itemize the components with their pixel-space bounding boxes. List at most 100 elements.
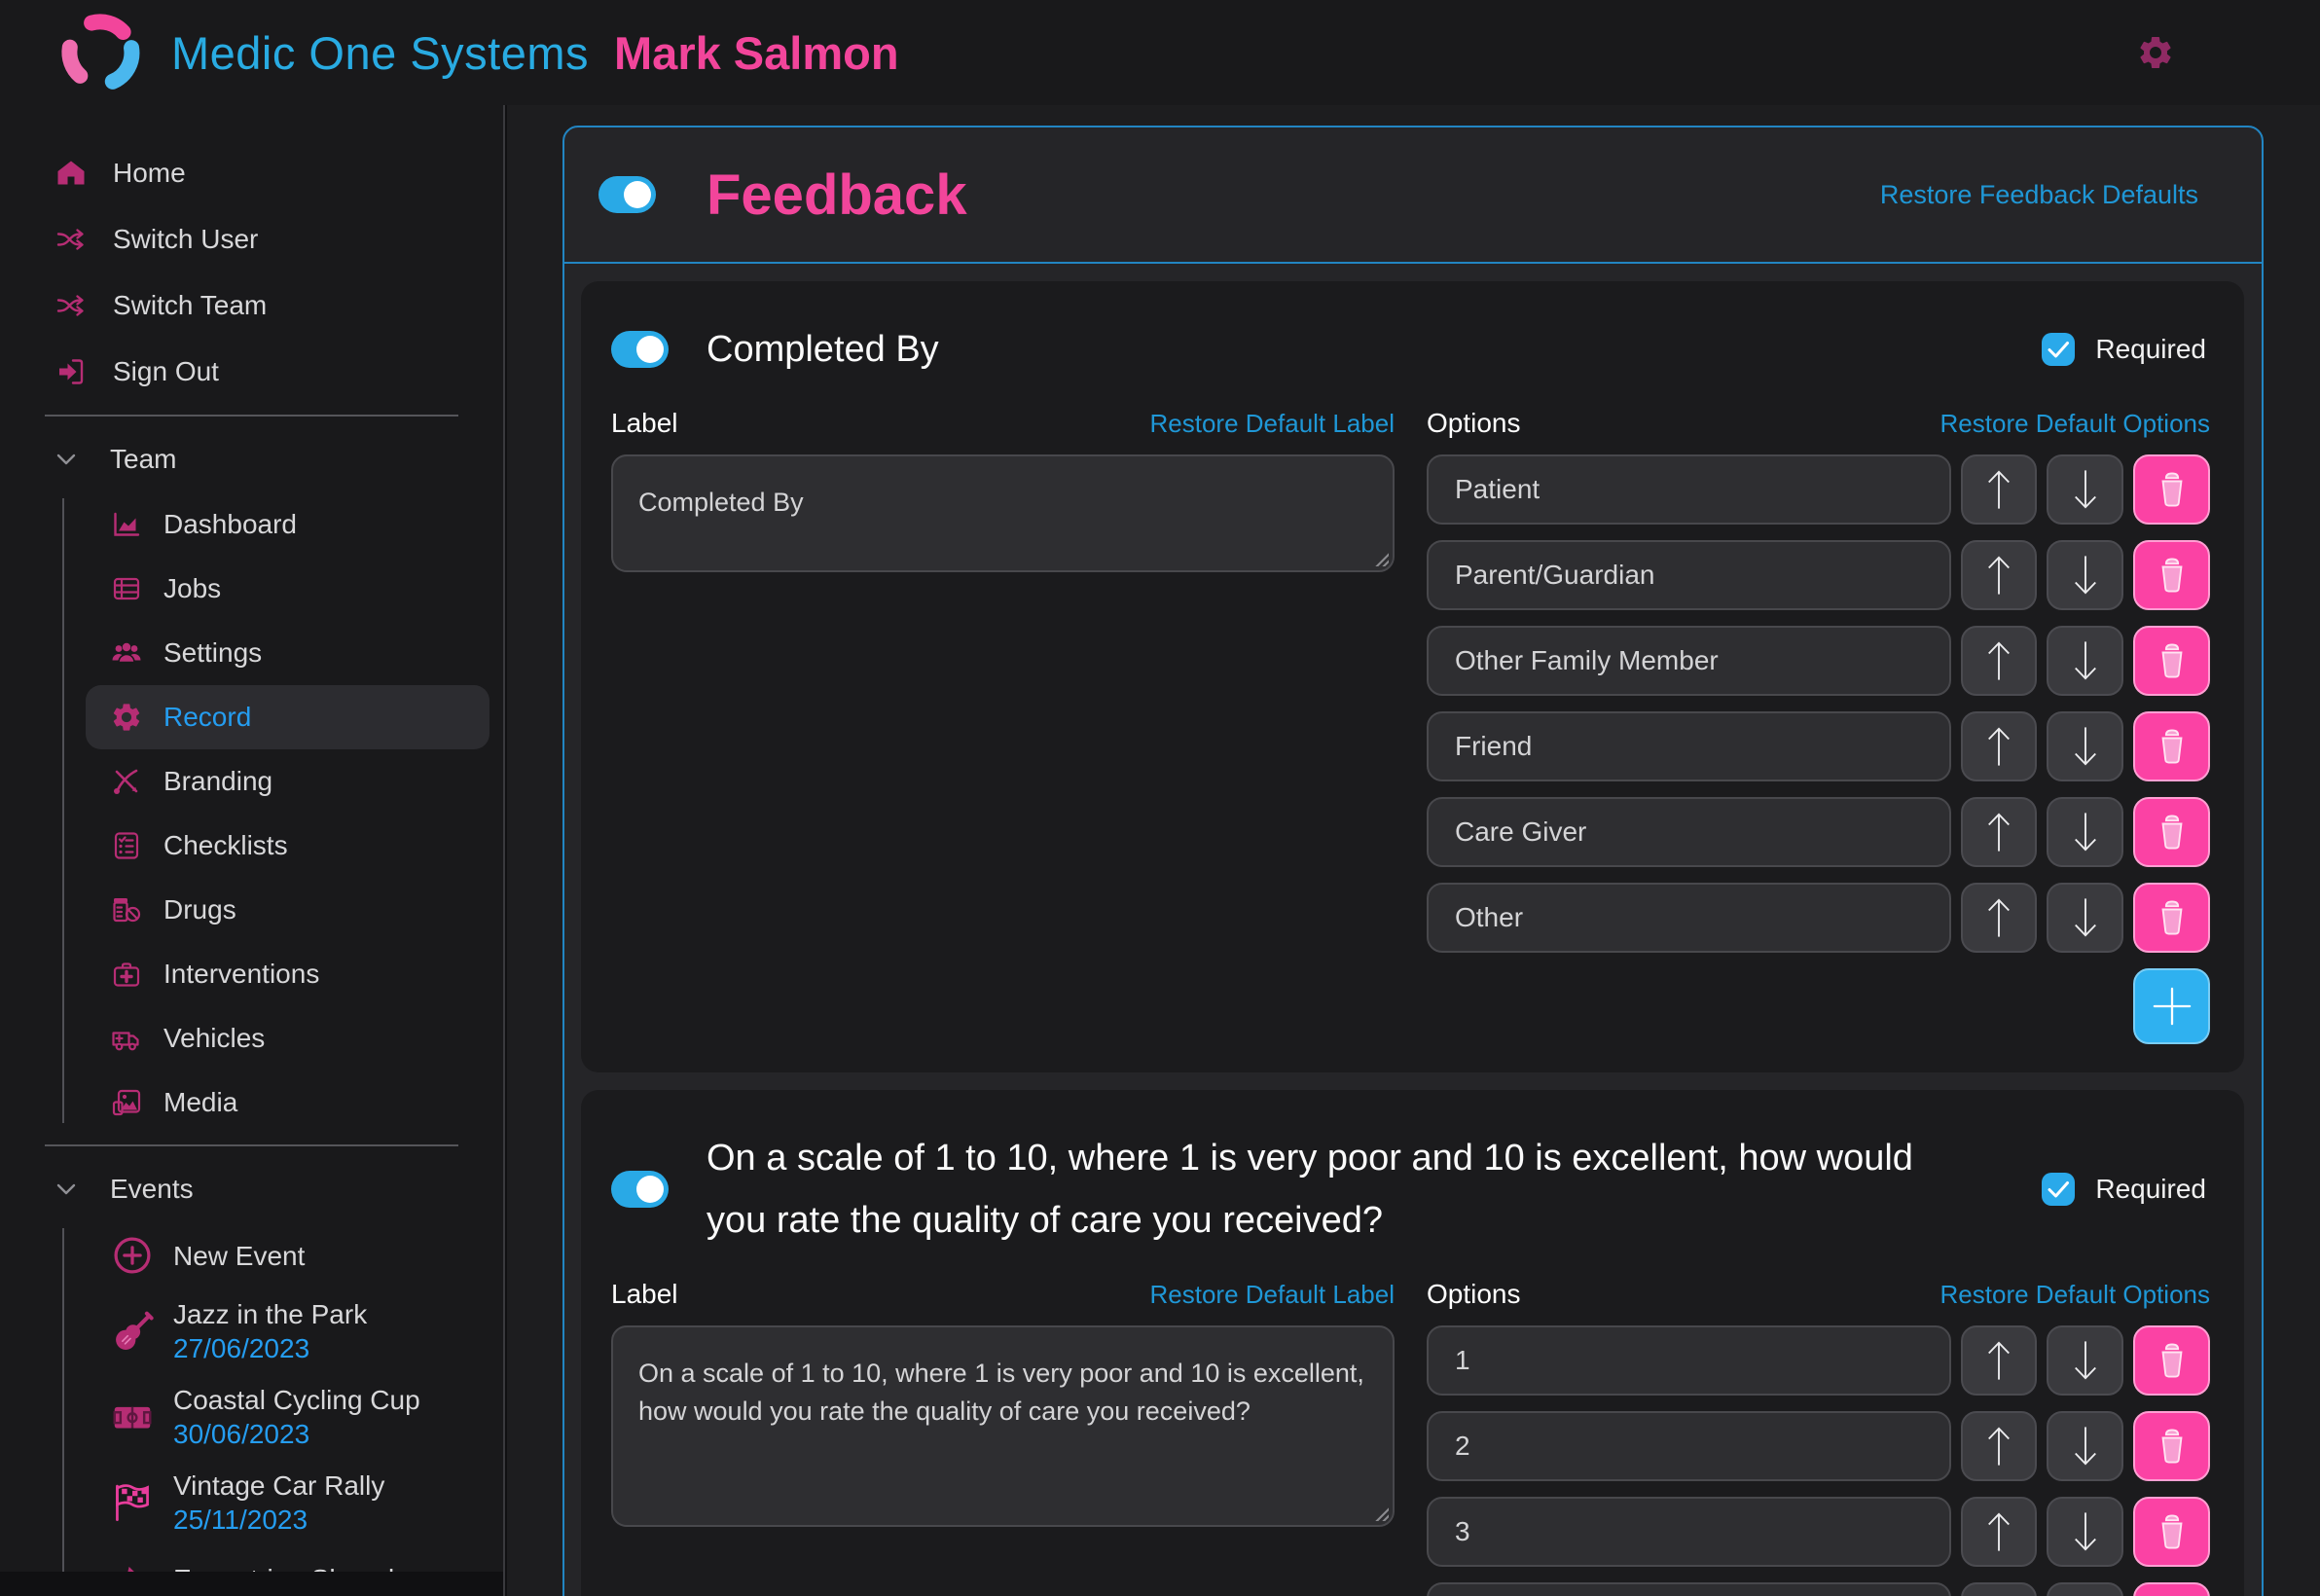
move-option-up-button[interactable] [1960,540,2038,610]
label-heading: Label [611,408,678,438]
option-input[interactable]: Care Giver [1427,797,1951,867]
sidebar-item[interactable]: Sign Out [0,339,503,405]
restore-feedback-defaults-link[interactable]: Restore Feedback Defaults [1879,179,2198,209]
option-row: Patient [1427,454,2210,525]
delete-option-button[interactable] [2133,1497,2210,1567]
sidebar-event-item[interactable]: Coastal Cycling Cup 30/06/2023 [86,1374,503,1460]
required-label: Required [2095,1174,2206,1204]
label-column: Label Restore Default Label On a scale o… [611,1279,1395,1596]
sidebar-subitem[interactable]: Media [86,1070,489,1135]
restore-default-options-link[interactable]: Restore Default Options [1939,409,2210,438]
add-option-row [1427,968,2210,1044]
move-option-down-button[interactable] [2047,540,2124,610]
question-title: On a scale of 1 to 10, where 1 is very p… [707,1138,1913,1241]
current-user-name: Mark Salmon [614,26,899,79]
option-input[interactable] [1427,1582,1951,1596]
question-card-completed-by: Completed By Required Label Restore Defa… [581,281,2244,1072]
delete-option-button[interactable] [2133,1582,2210,1596]
restore-default-label-link[interactable]: Restore Default Label [1149,1280,1395,1309]
sidebar-subitem[interactable]: Settings [86,621,489,685]
delete-option-button[interactable] [2133,797,2210,867]
sidebar-event-item[interactable]: Jazz in the Park 27/06/2023 [86,1288,503,1374]
sidebar-subitem[interactable]: Branding [86,749,489,814]
label-textarea[interactable]: Completed By [611,454,1395,572]
option-row: Care Giver [1427,797,2210,867]
option-row [1427,1582,2210,1596]
option-input[interactable]: Other Family Member [1427,626,1951,696]
delete-option-button[interactable] [2133,1411,2210,1481]
required-checkbox[interactable] [2042,1173,2076,1206]
required-label: Required [2095,334,2206,364]
page-title: Feedback [707,163,967,227]
sidebar-item[interactable]: Home [0,140,503,206]
feedback-toggle[interactable] [598,176,656,213]
move-option-up-button[interactable] [1960,1582,2038,1596]
question-toggle[interactable] [611,331,669,368]
event-date: 30/06/2023 [173,1419,310,1449]
sidebar-subitem[interactable]: Dashboard [86,492,489,557]
sidebar-subitem[interactable]: Drugs [86,878,489,942]
move-option-down-button[interactable] [2047,1325,2124,1396]
option-input[interactable]: 2 [1427,1411,1951,1481]
move-option-up-button[interactable] [1960,1325,2038,1396]
delete-option-button[interactable] [2133,711,2210,781]
settings-gear-icon[interactable] [2136,33,2175,72]
option-input[interactable]: Parent/Guardian [1427,540,1951,610]
sidebar-subitem[interactable]: Record [86,685,489,749]
restore-default-options-link[interactable]: Restore Default Options [1939,1280,2210,1309]
ambulance-icon [110,1022,143,1055]
sidebar-subitem[interactable]: Jobs [86,557,489,621]
sidebar-event-item[interactable]: Vintage Car Rally 25/11/2023 [86,1460,503,1545]
move-option-up-button[interactable] [1960,1411,2038,1481]
required-checkbox[interactable] [2042,333,2076,366]
sidebar-item[interactable]: Switch User [0,206,503,272]
sidebar-group-team[interactable]: Team [0,426,503,492]
restore-default-label-link[interactable]: Restore Default Label [1149,409,1395,438]
add-option-button[interactable] [2133,968,2210,1044]
question-card-rating: On a scale of 1 to 10, where 1 is very p… [581,1090,2244,1596]
question-toggle[interactable] [611,1171,669,1208]
events-subitem-list: New Event Jazz in the Park 27/06/2023 [0,1222,503,1572]
delete-option-button[interactable] [2133,1325,2210,1396]
options-heading: Options [1427,408,1521,438]
option-row: Friend [1427,711,2210,781]
move-option-down-button[interactable] [2047,1582,2124,1596]
move-option-up-button[interactable] [1960,454,2038,525]
sidebar-event-item[interactable]: Equestrian Showdown [86,1545,503,1572]
delete-option-button[interactable] [2133,540,2210,610]
sidebar-group-events[interactable]: Events [0,1156,503,1222]
users-icon [110,636,143,670]
option-input[interactable]: Patient [1427,454,1951,525]
first-aid-icon [110,958,143,991]
move-option-up-button[interactable] [1960,711,2038,781]
delete-option-button[interactable] [2133,626,2210,696]
home-icon [54,157,88,190]
chevron-down-icon [54,1178,78,1201]
sidebar-subitem[interactable]: Vehicles [86,1006,489,1070]
move-option-up-button[interactable] [1960,1497,2038,1567]
move-option-down-button[interactable] [2047,1497,2124,1567]
option-input[interactable]: 1 [1427,1325,1951,1396]
sidebar-item[interactable]: Switch Team [0,272,503,339]
move-option-down-button[interactable] [2047,1411,2124,1481]
move-option-down-button[interactable] [2047,883,2124,953]
delete-option-button[interactable] [2133,883,2210,953]
sidebar-event-item[interactable]: New Event [86,1222,503,1288]
sidebar-scroll-area[interactable]: Home Switch User Switch Team Sign Out [0,105,503,1572]
move-option-down-button[interactable] [2047,454,2124,525]
move-option-down-button[interactable] [2047,797,2124,867]
move-option-up-button[interactable] [1960,883,2038,953]
sidebar-subitem[interactable]: Checklists [86,814,489,878]
sidebar-subitem[interactable]: Interventions [86,942,489,1006]
move-option-up-button[interactable] [1960,797,2038,867]
move-option-down-button[interactable] [2047,711,2124,781]
option-input[interactable]: Friend [1427,711,1951,781]
option-input[interactable]: Other [1427,883,1951,953]
toggle-knob [636,1176,664,1203]
option-row: 3 [1427,1497,2210,1567]
move-option-down-button[interactable] [2047,626,2124,696]
label-textarea[interactable]: On a scale of 1 to 10, where 1 is very p… [611,1325,1395,1527]
delete-option-button[interactable] [2133,454,2210,525]
move-option-up-button[interactable] [1960,626,2038,696]
option-input[interactable]: 3 [1427,1497,1951,1567]
